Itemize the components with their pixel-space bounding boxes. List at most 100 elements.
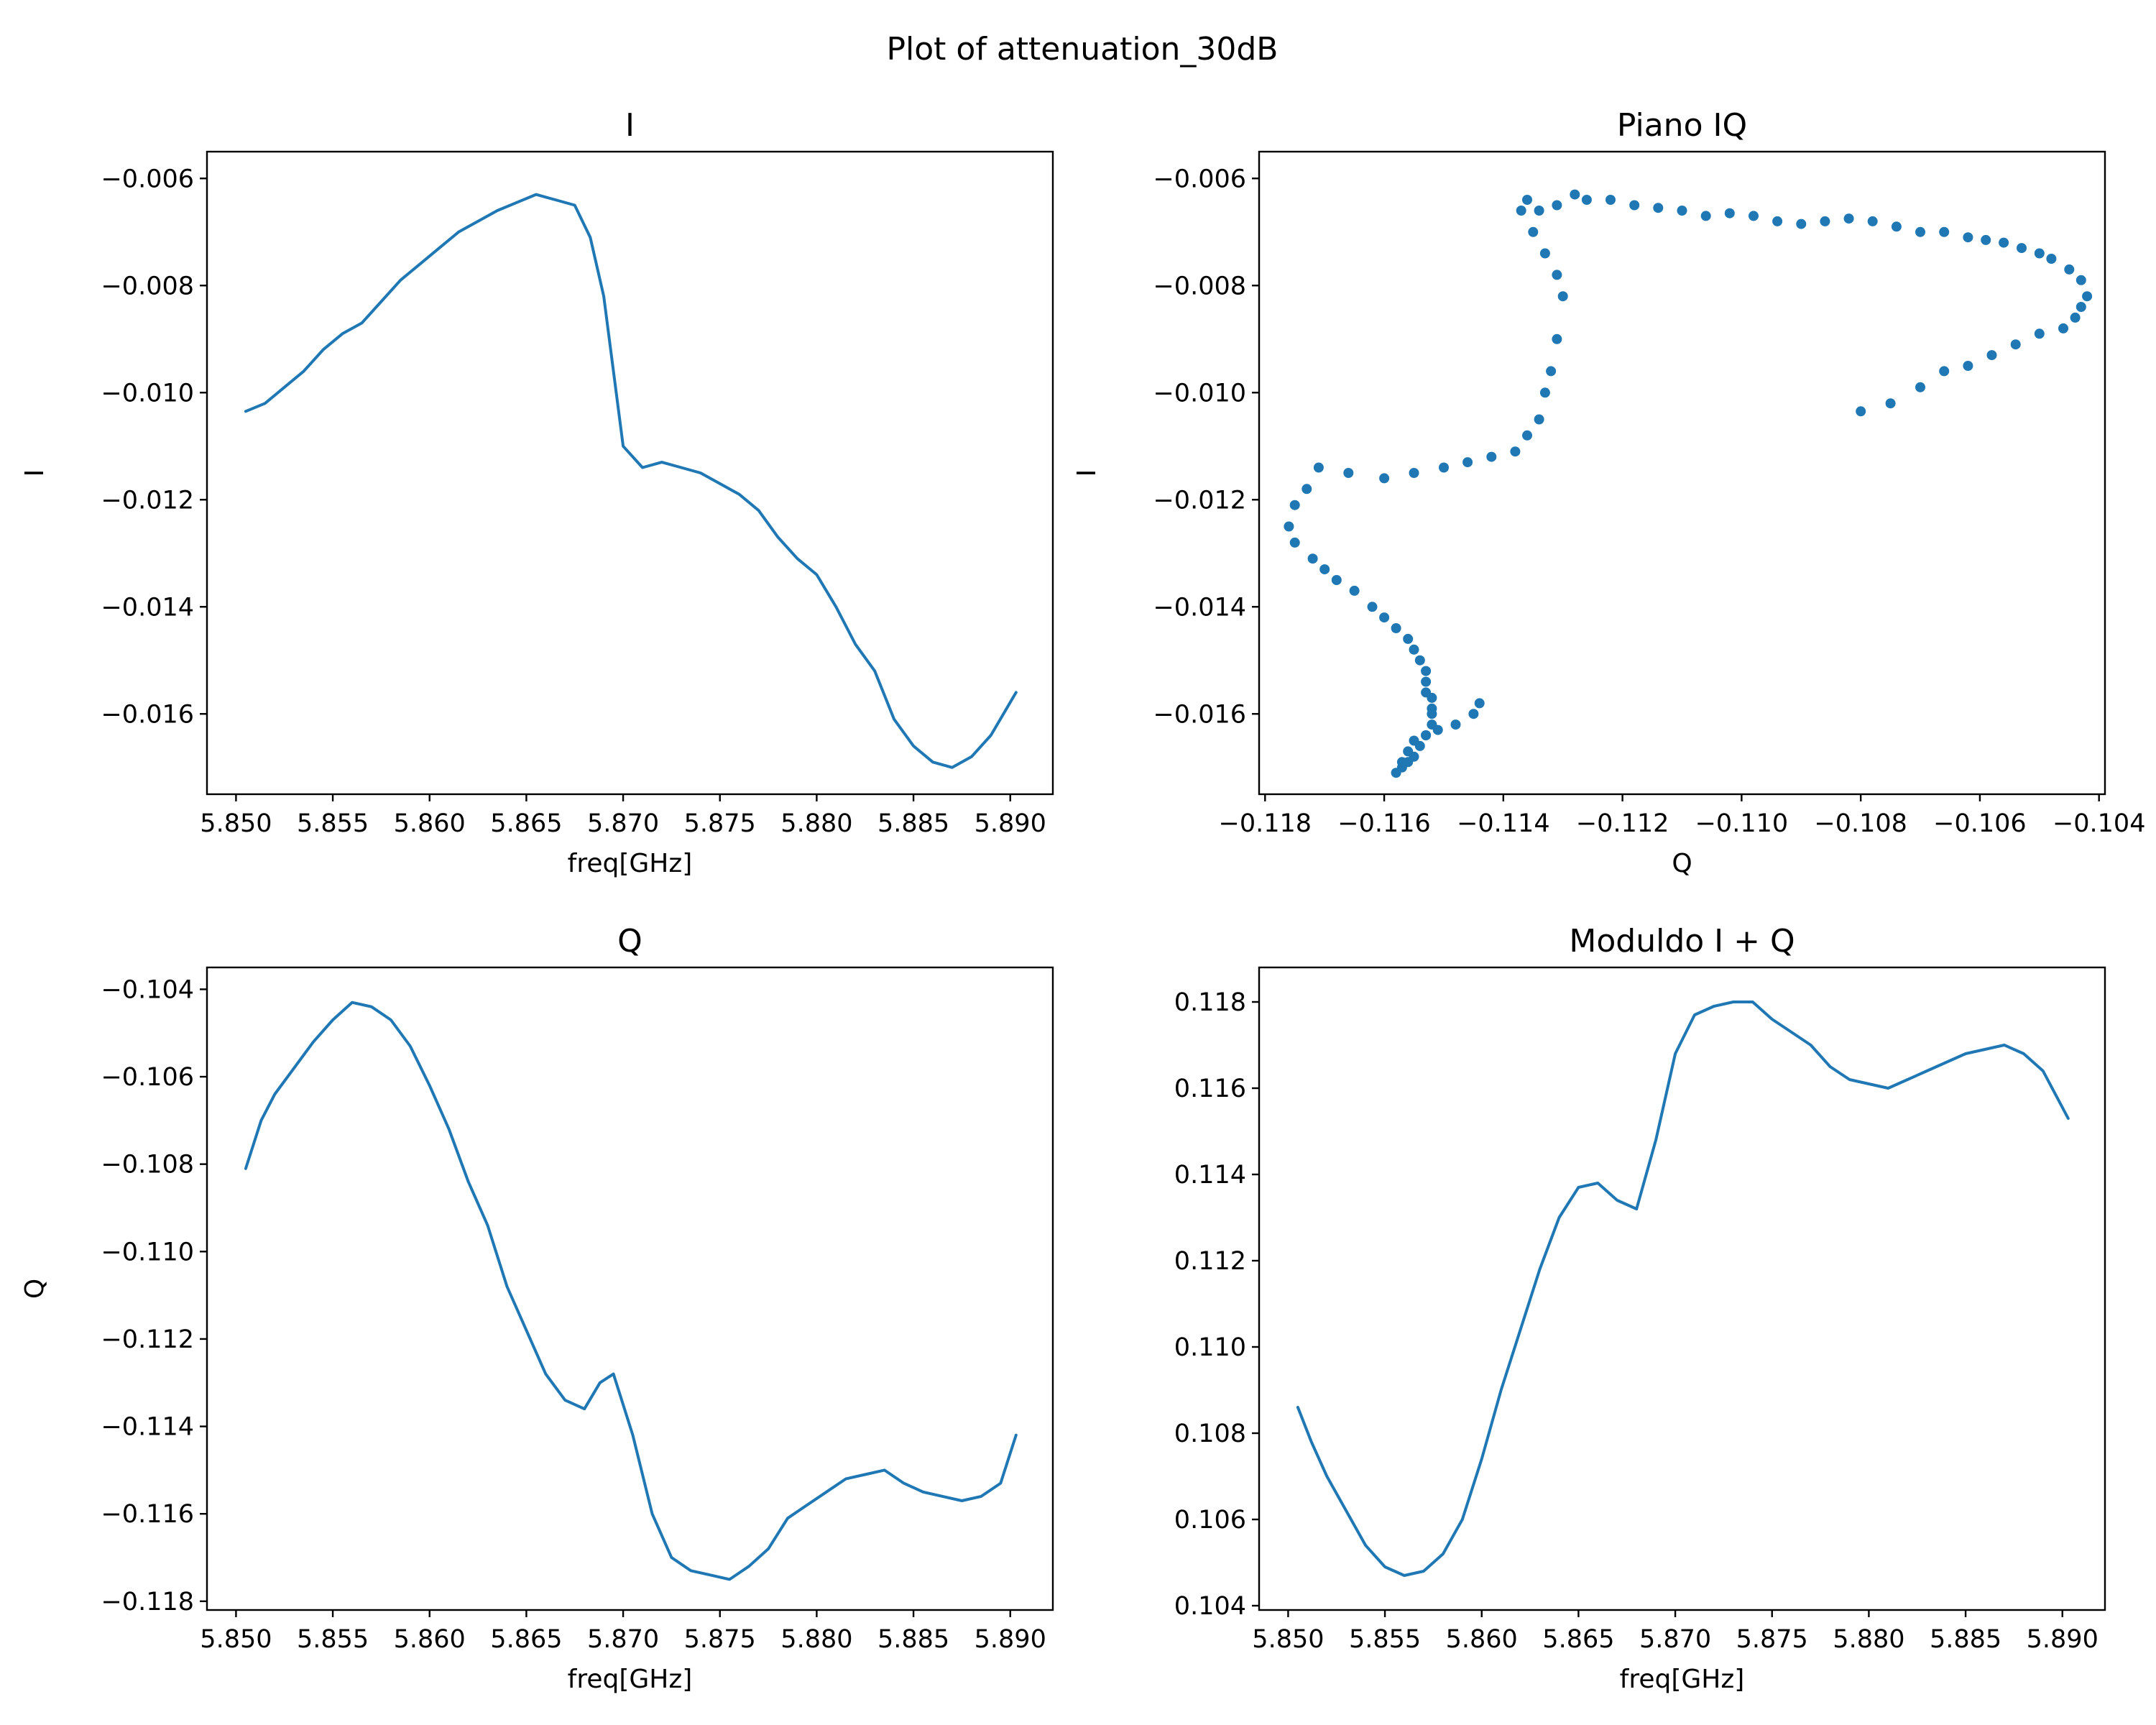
series-line-0: [1296, 1000, 2070, 1577]
scatter-point: [1522, 195, 1532, 205]
plot-frame: [1258, 150, 2106, 796]
scatter-point: [1749, 211, 1759, 221]
y-tick-label: −0.114: [101, 1413, 194, 1442]
scatter-point: [1522, 430, 1532, 441]
scatter-point: [1379, 612, 1390, 623]
x-tick-label: 5.880: [780, 1625, 852, 1654]
x-tick-label: 5.875: [684, 1625, 756, 1654]
scatter-point: [1963, 361, 1973, 371]
scatter-point: [1891, 221, 1902, 232]
y-tick-label: −0.012: [101, 486, 194, 515]
x-tick-label: 5.875: [1736, 1625, 1808, 1654]
y-tick-label: −0.110: [101, 1238, 194, 1266]
scatter-point: [1534, 414, 1544, 425]
chart-title: Piano IQ: [1617, 107, 1747, 144]
y-tick-label: 0.116: [1174, 1075, 1246, 1103]
x-tick-label: −0.106: [1933, 809, 2027, 838]
y-tick-label: −0.116: [101, 1500, 194, 1529]
x-tick-label: 5.850: [200, 809, 272, 838]
scatter-point: [1539, 248, 1550, 259]
scatter-point: [2064, 264, 2075, 275]
chart-i: I 5.850 5.855 5.860 5.865 5.870 5.875 5.880 5.88…: [20, 107, 1054, 878]
scatter-point: [1319, 564, 1330, 575]
figure-title: Plot of attenuation_30dB: [887, 31, 1279, 68]
scatter-point: [1963, 232, 1973, 243]
x-tick-label: −0.108: [1814, 809, 1907, 838]
scatter-point: [1403, 746, 1414, 757]
scatter-point: [1409, 735, 1419, 746]
scatter-point: [1409, 468, 1419, 478]
x-tick-label: 5.875: [684, 809, 756, 838]
y-tick-label: −0.008: [1153, 272, 1246, 300]
scatter-point: [1284, 521, 1294, 532]
scatter-point: [1421, 676, 1432, 687]
y-tick-label: 0.112: [1174, 1247, 1246, 1276]
scatter-point: [1581, 195, 1592, 205]
series-line-0: [244, 1000, 1018, 1581]
y-axis-label: I: [1072, 469, 1102, 477]
scatter-point: [1302, 484, 1312, 494]
scatter-point: [1856, 406, 1866, 417]
x-tick-label: −0.104: [2053, 809, 2146, 838]
scatter-point: [1367, 602, 1378, 612]
x-tick-label: 5.885: [877, 809, 949, 838]
y-tick-label: 0.118: [1174, 988, 1246, 1017]
x-tick-label: 5.890: [975, 1625, 1046, 1654]
scatter-point: [1606, 195, 1616, 205]
scatter-point: [1396, 757, 1407, 768]
scatter-point: [1981, 234, 1991, 245]
scatter-point: [1557, 291, 1568, 302]
x-tick-label: −0.114: [1457, 809, 1550, 838]
chart-title: Q: [617, 923, 642, 960]
scatter-point: [1570, 189, 1580, 200]
scatter-point: [2076, 275, 2086, 285]
x-axis-label: freq[GHz]: [568, 1665, 693, 1694]
scatter-point: [2082, 291, 2093, 302]
scatter-point: [1915, 382, 1925, 392]
y-tick-label: −0.112: [101, 1325, 194, 1354]
y-tick-label: −0.008: [101, 272, 194, 300]
y-tick-label: −0.016: [1153, 700, 1246, 729]
scatter-point: [1331, 575, 1342, 585]
scatter-point: [1439, 462, 1449, 473]
scatter-point: [2058, 323, 2068, 334]
x-tick-label: 5.855: [297, 809, 369, 838]
plot-frame: [206, 966, 1054, 1611]
scatter-point: [1289, 500, 1300, 510]
scatter-point: [1939, 226, 1950, 237]
scatter-point: [1379, 473, 1390, 484]
chart-title: Moduldo I + Q: [1569, 923, 1795, 960]
x-tick-label: 5.870: [587, 809, 659, 838]
scatter-point: [1403, 633, 1414, 644]
scatter-point: [1421, 730, 1432, 740]
scatter-point: [2034, 328, 2045, 339]
x-tick-label: 5.865: [490, 1625, 562, 1654]
scatter-point: [1939, 366, 1950, 377]
x-tick-label: 5.870: [1639, 1625, 1711, 1654]
scatter-point: [1462, 457, 1473, 468]
scatter-point: [1915, 226, 1925, 237]
scatter-point: [1510, 446, 1521, 457]
x-tick-label: 5.890: [2027, 1625, 2099, 1654]
scatter-point: [1986, 350, 1997, 361]
x-tick-label: 5.885: [877, 1625, 949, 1654]
scatter-point: [1528, 226, 1539, 237]
scatter-point: [1820, 216, 1830, 226]
x-tick-label: −0.118: [1219, 809, 1312, 838]
scatter-point: [1343, 468, 1354, 478]
y-tick-label: −0.108: [101, 1151, 194, 1179]
y-tick-label: −0.014: [101, 593, 194, 622]
scatter-point: [2046, 254, 2057, 264]
y-tick-label: −0.006: [1153, 165, 1246, 193]
scatter-point: [1867, 216, 1878, 226]
x-tick-label: −0.112: [1576, 809, 1669, 838]
scatter-point: [1700, 211, 1711, 221]
scatter-point: [1653, 203, 1664, 213]
scatter-point: [2076, 302, 2086, 312]
scatter-point: [1289, 537, 1300, 548]
scatter-point: [1427, 692, 1437, 703]
scatter-point: [1486, 451, 1497, 462]
scatter-point: [1450, 719, 1461, 730]
x-tick-label: 5.870: [587, 1625, 659, 1654]
